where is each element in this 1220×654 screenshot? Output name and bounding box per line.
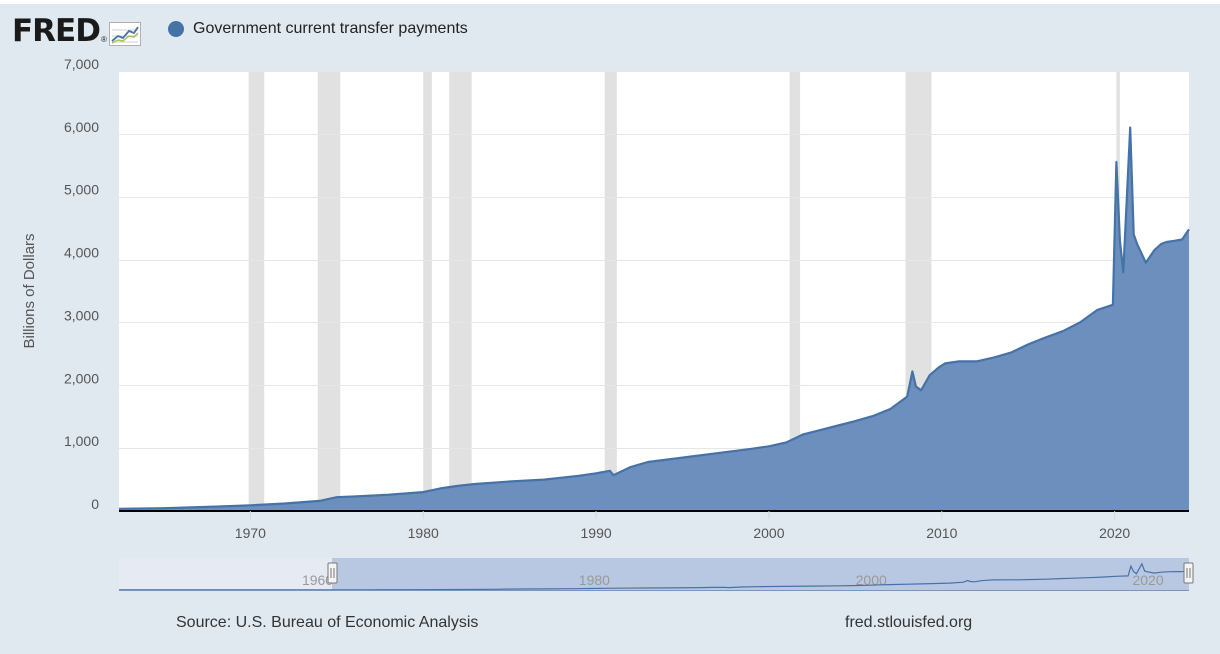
logo-text: FRED bbox=[12, 13, 101, 49]
series-layer bbox=[118, 126, 1190, 511]
fred-logo[interactable]: FRED ® bbox=[12, 14, 141, 48]
y-tick-label-3: 3,000 bbox=[64, 307, 99, 323]
y-tick-label-2: 2,000 bbox=[64, 370, 99, 386]
x-tick-label-4: 2010 bbox=[926, 525, 957, 541]
navigator-series-line bbox=[119, 562, 1190, 591]
recession-band-2 bbox=[423, 71, 432, 511]
navigator-label-3: 2020 bbox=[1132, 572, 1163, 588]
recession-band-4 bbox=[604, 71, 617, 511]
legend: Government current transfer payments bbox=[168, 20, 468, 38]
y-tick-label-4: 4,000 bbox=[64, 245, 99, 261]
x-tick-label-3: 2000 bbox=[753, 525, 784, 541]
navigator-label-0: 1960 bbox=[302, 572, 333, 588]
y-tick-label-1: 1,000 bbox=[64, 433, 99, 449]
legend-series-label: Government current transfer payments bbox=[193, 20, 468, 37]
y-tick-label-6: 6,000 bbox=[64, 119, 99, 135]
y-axis-ticks: 0 1,000 2,000 3,000 4,000 5,000 6,000 7,000 bbox=[64, 56, 99, 512]
series-area bbox=[119, 127, 1189, 511]
navigator[interactable]: 1960 1980 2000 2020 bbox=[119, 558, 1194, 591]
x-tick-label-1: 1980 bbox=[408, 525, 439, 541]
navigator-series bbox=[119, 562, 1190, 591]
x-axis-ticks: 1970 1980 1990 2000 2010 2020 bbox=[235, 511, 1130, 541]
navigator-right-handle[interactable] bbox=[1183, 562, 1194, 584]
x-tick-label-0: 1970 bbox=[235, 525, 266, 541]
y-tick-label-5: 5,000 bbox=[64, 182, 99, 198]
navigator-label-2: 2000 bbox=[856, 572, 887, 588]
recession-band-1 bbox=[317, 71, 341, 511]
x-tick-label-5: 2020 bbox=[1099, 525, 1130, 541]
series-line bbox=[118, 126, 1190, 510]
x-tick-label-2: 1990 bbox=[581, 525, 612, 541]
line-chart-icon bbox=[108, 22, 141, 46]
legend-series-marker bbox=[168, 21, 184, 37]
y-tick-label-7: 7,000 bbox=[64, 56, 99, 72]
navigator-labels: 1960 1980 2000 2020 bbox=[302, 572, 1164, 588]
y-tick-label-0: 0 bbox=[91, 496, 99, 512]
recession-band-5 bbox=[789, 71, 801, 511]
navigator-left-handle[interactable] bbox=[327, 562, 338, 584]
logo-registered-mark: ® bbox=[100, 35, 107, 44]
top-strip bbox=[0, 0, 1220, 4]
navigator-label-1: 1980 bbox=[579, 572, 610, 588]
recession-band-0 bbox=[248, 71, 265, 511]
source-note: Source: U.S. Bureau of Economic Analysis bbox=[176, 614, 479, 631]
navigator-window[interactable] bbox=[332, 558, 1189, 591]
y-axis-title: Billions of Dollars bbox=[21, 233, 38, 348]
recession-band-3 bbox=[449, 71, 472, 511]
site-link[interactable]: fred.stlouisfed.org bbox=[845, 614, 973, 631]
